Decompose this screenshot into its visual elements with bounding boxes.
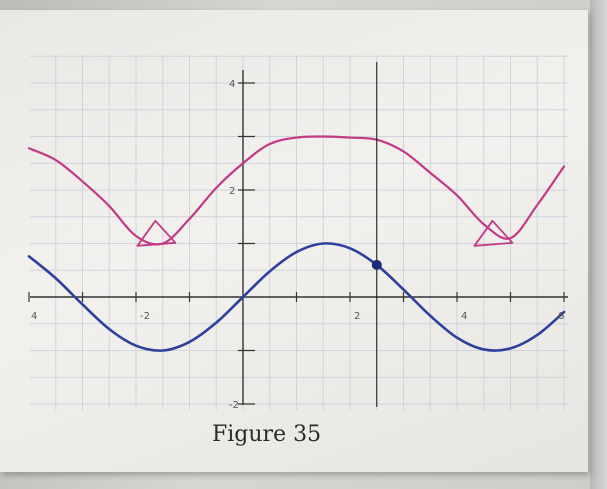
y-tick-label: 4 (229, 79, 235, 90)
paper-sheet (0, 10, 588, 472)
series-pink-curve (27, 135, 566, 246)
figure-caption: Figure 35 (212, 422, 322, 447)
marked-point (371, 259, 382, 270)
x-tick-label: 6 (558, 311, 564, 322)
axes (28, 70, 568, 405)
tick-labels: 4 -2 2 4 6 4 2 -2 (31, 79, 564, 411)
y-tick-label: -2 (229, 400, 239, 411)
y-tick-label: 2 (229, 186, 235, 197)
x-tick-label: 4 (461, 311, 467, 322)
series-layer (27, 135, 566, 352)
side-strip (590, 0, 607, 489)
annotation-marks (136, 62, 514, 407)
x-tick-label: 4 (31, 311, 37, 322)
series-blue-curve (27, 242, 566, 352)
x-tick-label: 2 (354, 311, 360, 322)
x-tick-label: -2 (140, 311, 150, 322)
grid (30, 55, 568, 410)
cusp-marker (473, 219, 514, 247)
cusp-marker (136, 219, 177, 247)
